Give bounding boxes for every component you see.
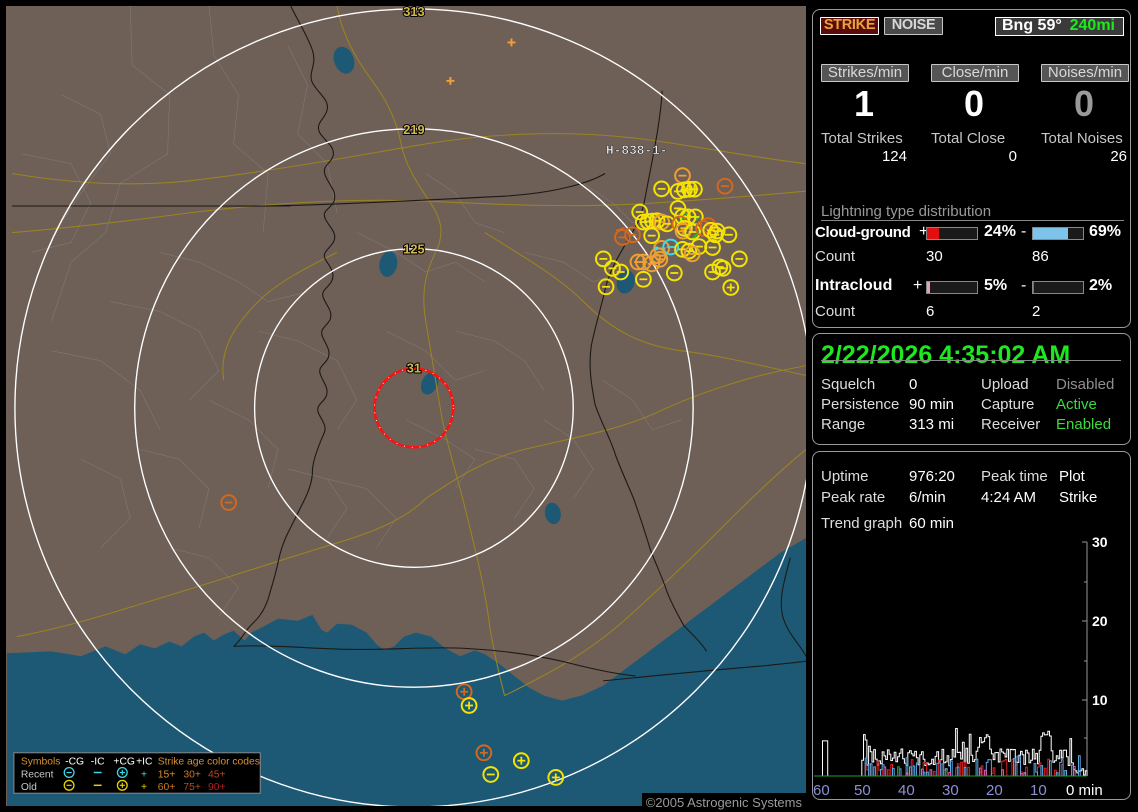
svg-text:30: 30: [942, 782, 959, 799]
svg-text:Old: Old: [21, 782, 37, 793]
svg-text:125: 125: [403, 241, 424, 256]
svg-text:20: 20: [1092, 613, 1108, 629]
svg-text:30+: 30+: [183, 769, 201, 780]
svg-text:+: +: [141, 782, 147, 793]
svg-text:+IC: +IC: [136, 757, 153, 768]
svg-text:30: 30: [1092, 534, 1108, 550]
svg-text:0 min: 0 min: [1066, 782, 1103, 799]
svg-text:10: 10: [1092, 692, 1108, 708]
svg-text:-CG: -CG: [65, 757, 84, 768]
svg-text:313: 313: [403, 6, 424, 19]
svg-text:75+: 75+: [183, 782, 201, 793]
svg-text:20: 20: [986, 782, 1003, 799]
svg-text:10: 10: [1030, 782, 1047, 799]
svg-text:60+: 60+: [158, 782, 176, 793]
svg-text:+: +: [141, 769, 147, 780]
svg-text:40: 40: [898, 782, 915, 799]
svg-text:50: 50: [854, 782, 871, 799]
svg-text:+CG: +CG: [113, 757, 135, 768]
svg-text:219: 219: [403, 122, 424, 137]
svg-text:-IC: -IC: [91, 757, 105, 768]
svg-text:15+: 15+: [158, 769, 176, 780]
svg-text:Recent: Recent: [21, 769, 54, 780]
svg-text:H-838-1-: H-838-1-: [606, 143, 667, 158]
svg-text:31: 31: [407, 361, 421, 376]
svg-text:Symbols: Symbols: [21, 757, 61, 768]
svg-text:90+: 90+: [208, 782, 226, 793]
svg-text:45+: 45+: [208, 769, 226, 780]
svg-text:60: 60: [813, 782, 830, 799]
svg-text:Strike age color codes: Strike age color codes: [158, 757, 260, 768]
